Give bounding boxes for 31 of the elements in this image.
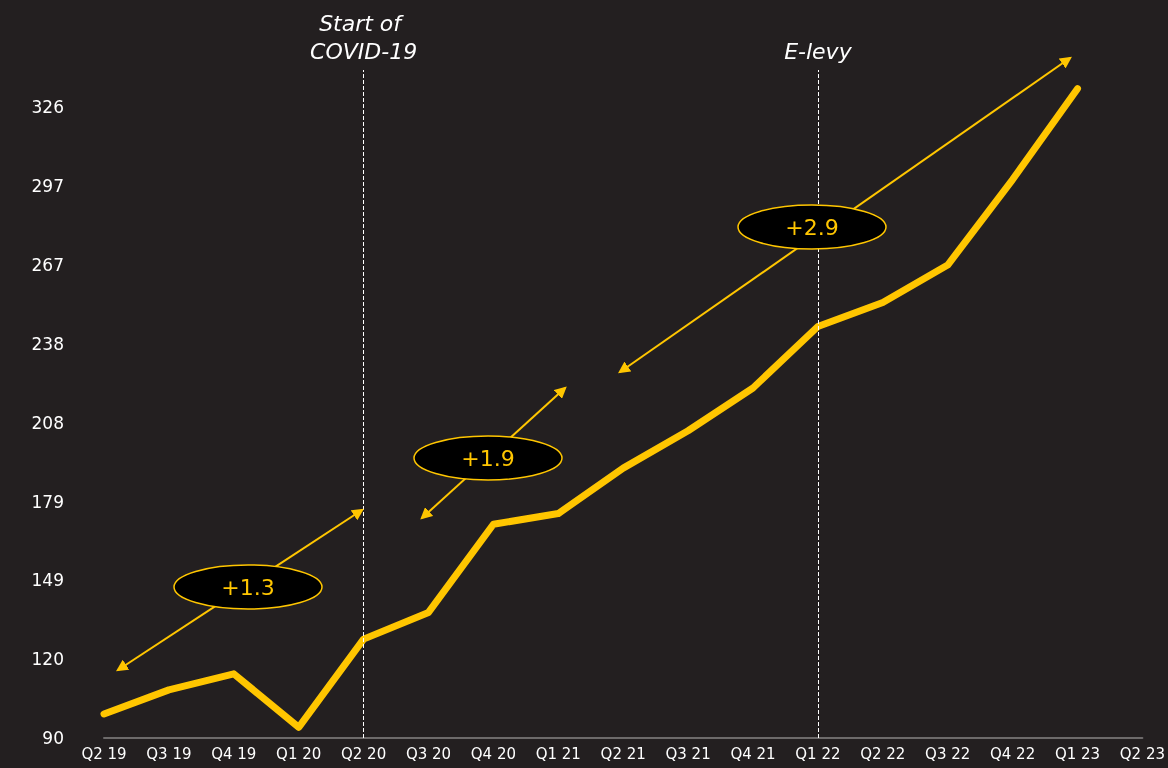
y-tick-label: 208 bbox=[31, 412, 64, 433]
y-tick-label: 326 bbox=[31, 97, 64, 118]
x-tick-label: Q2 23 bbox=[1119, 744, 1166, 763]
x-tick-label: Q2 19 bbox=[81, 744, 127, 763]
x-tick-label: Q1 21 bbox=[535, 744, 581, 763]
annotation: +1.3 bbox=[221, 575, 275, 600]
x-tick-label: Q4 22 bbox=[989, 744, 1036, 763]
x-tick-label: Q2 22 bbox=[860, 744, 906, 763]
x-tick-label: Q3 20 bbox=[405, 744, 452, 763]
ref-line-label: Start of COVID-19 bbox=[310, 10, 418, 64]
y-tick-label: 297 bbox=[31, 176, 64, 197]
annotation: +2.9 bbox=[785, 215, 839, 240]
y-tick-label: 120 bbox=[31, 649, 64, 670]
x-tick-label: Q3 22 bbox=[925, 744, 971, 763]
annotation: +1.9 bbox=[461, 446, 515, 471]
x-tick-label: Q4 21 bbox=[730, 744, 776, 763]
x-tick-label: Q1 23 bbox=[1054, 744, 1101, 763]
x-tick-label: Q1 22 bbox=[795, 744, 841, 763]
y-tick-label: 149 bbox=[31, 570, 64, 591]
x-tick-label: Q3 21 bbox=[665, 744, 711, 763]
y-tick-label: 179 bbox=[31, 491, 64, 512]
ref-line-label: E-levy bbox=[784, 38, 853, 64]
y-tick-label: 238 bbox=[31, 333, 64, 354]
x-tick-label: Q4 20 bbox=[470, 744, 517, 763]
x-tick-label: Q4 19 bbox=[211, 744, 257, 763]
x-tick-label: Q3 19 bbox=[146, 744, 192, 763]
y-tick-label: 267 bbox=[31, 255, 64, 276]
x-tick-label: Q1 20 bbox=[276, 744, 322, 763]
x-tick-label: Q2 21 bbox=[600, 744, 646, 763]
y-tick-label: 90 bbox=[42, 728, 64, 748]
x-tick-label: Q2 20 bbox=[340, 744, 387, 763]
